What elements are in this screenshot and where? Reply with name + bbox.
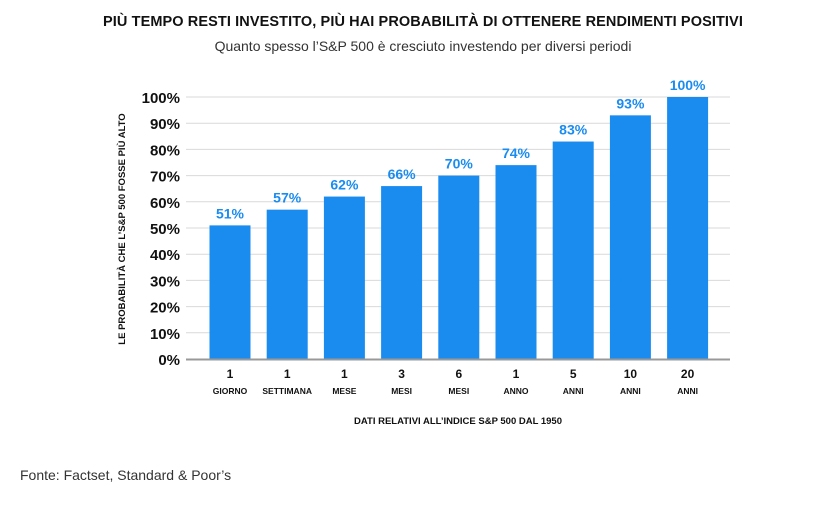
y-tick-labels: 0% 10% 20% 30% 40% 50% 60% 70% 80% 90% 100% (142, 90, 180, 369)
bars: 51% 57% 62% 66% 70% 74% 83% 93% 100% (209, 77, 709, 359)
bar (381, 186, 423, 359)
x-tick-number: 1 (341, 367, 348, 381)
bar-value-label: 74% (502, 145, 531, 161)
y-tick-label: 0% (158, 352, 180, 369)
x-tick-number: 6 (455, 367, 462, 381)
x-tick-unit: ANNI (677, 386, 698, 396)
y-tick-label: 20% (150, 300, 180, 317)
x-tick-number: 1 (513, 367, 520, 381)
x-tick-unit: ANNO (503, 386, 528, 396)
bar-value-label: 100% (670, 77, 706, 93)
y-tick-label: 30% (150, 273, 180, 290)
source-note: Fonte: Factset, Standard & Poor’s (20, 467, 232, 483)
x-tick-number: 3 (398, 367, 405, 381)
y-tick-label: 90% (150, 116, 180, 133)
x-tick-number: 1 (284, 367, 291, 381)
x-tick-unit: MESI (391, 386, 412, 396)
bar-value-label: 83% (559, 122, 588, 138)
bar (323, 196, 365, 359)
x-tick-unit: MESI (448, 386, 469, 396)
bar-value-label: 62% (330, 177, 359, 193)
bar (266, 209, 308, 359)
bar (438, 175, 480, 359)
bar (495, 165, 537, 359)
x-tick-number: 20 (681, 367, 695, 381)
bar-value-label: 57% (273, 190, 302, 206)
x-tick-number: 1 (227, 367, 234, 381)
x-tick-unit: SETTIMANA (262, 386, 312, 396)
bar (667, 97, 709, 359)
y-tick-label: 60% (150, 195, 180, 212)
bar-value-label: 51% (216, 205, 245, 221)
x-tick-unit: GIORNO (213, 386, 248, 396)
y-tick-label: 80% (150, 142, 180, 159)
bar (209, 225, 251, 359)
x-tick-unit: ANNI (563, 386, 584, 396)
x-tick-number: 10 (624, 367, 638, 381)
x-tick-labels: 1 GIORNO 1 SETTIMANA 1 MESE 3 MESI 6 MESI 1 ANNO 5 AN… (213, 367, 698, 396)
bar-value-label: 70% (445, 156, 474, 172)
y-tick-label: 100% (142, 90, 180, 107)
y-tick-label: 40% (150, 247, 180, 264)
bar (609, 115, 651, 359)
y-tick-label: 70% (150, 169, 180, 186)
y-tick-label: 50% (150, 221, 180, 238)
chart-subtitle: Quanto spesso l’S&P 500 è cresciuto inve… (214, 38, 632, 54)
bar (552, 141, 594, 359)
x-tick-unit: MESE (332, 386, 356, 396)
y-tick-label: 10% (150, 326, 180, 343)
chart-title: PIÙ TEMPO RESTI INVESTITO, PIÙ HAI PROBA… (103, 14, 743, 30)
y-axis-label: LE PROBABILITÀ CHE L’S&P 500 FOSSE PIÙ A… (116, 113, 128, 344)
bar-value-label: 66% (388, 166, 417, 182)
x-tick-number: 5 (570, 367, 577, 381)
x-tick-unit: ANNI (620, 386, 641, 396)
x-axis-label: DATI RELATIVI ALL’INDICE S&P 500 DAL 195… (354, 416, 562, 427)
bar-value-label: 93% (616, 95, 645, 111)
